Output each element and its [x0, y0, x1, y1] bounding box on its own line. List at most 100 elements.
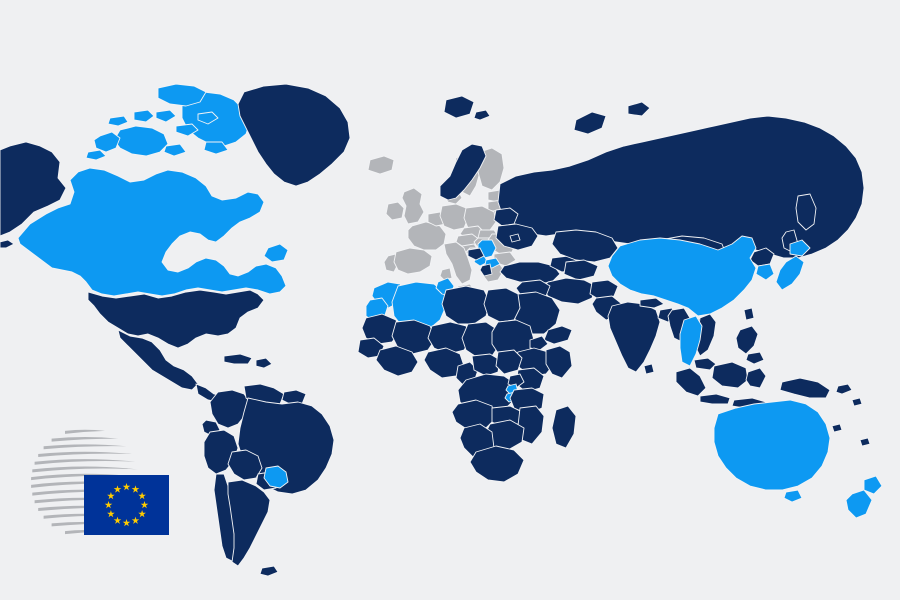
country-australia [713, 399, 831, 491]
country-italy [443, 241, 473, 285]
country-algeria [391, 281, 447, 333]
region-svalbard-islet [473, 109, 491, 121]
country-java [699, 393, 731, 405]
country-mauritania [361, 313, 401, 345]
globe-stripe [65, 429, 105, 434]
country-malaysia [693, 357, 717, 371]
region-arctic-islet-4 [175, 123, 199, 137]
country-bolivia [227, 449, 263, 481]
flag-stars [104, 483, 149, 527]
country-philippines [735, 325, 759, 355]
region-arctic-islet-6 [85, 149, 107, 161]
country-spain [393, 247, 433, 275]
flag-star-icon [138, 510, 146, 518]
country-france [407, 221, 447, 251]
flag-star-icon [122, 483, 131, 491]
country-madagascar [551, 405, 577, 449]
country-new-zealand-north [863, 475, 883, 495]
flag-star-icon [113, 485, 122, 493]
country-somalia [545, 345, 573, 379]
globe-stripe [38, 451, 132, 457]
region-tasmania [783, 489, 803, 503]
flag-star-icon [138, 492, 146, 500]
region-newfoundland [263, 243, 289, 263]
region-victoria-island [113, 125, 169, 157]
country-united-states [87, 289, 265, 349]
globe-stripe [32, 466, 138, 473]
country-egypt [483, 287, 521, 323]
country-libya [441, 285, 491, 325]
country-uruguay [263, 465, 289, 489]
country-south-africa [469, 445, 525, 483]
country-new-zealand-south [845, 489, 873, 519]
country-thailand [679, 315, 703, 367]
council-of-the-eu-logo [28, 420, 173, 548]
country-united-states-alaska [0, 141, 67, 237]
country-nepal-bhutan [639, 297, 665, 309]
country-japan [775, 255, 805, 291]
region-falkland-islands [259, 565, 279, 577]
country-united-kingdom [401, 187, 425, 225]
region-severnaya-zemlya [627, 101, 651, 117]
country-guianas [281, 389, 307, 405]
flag-star-icon [122, 519, 131, 527]
region-west-africa-coast [375, 345, 419, 377]
country-uganda [507, 373, 525, 389]
flag-star-icon [107, 510, 115, 518]
country-car [471, 353, 501, 377]
country-taiwan [743, 307, 755, 321]
country-afghanistan [589, 279, 619, 301]
region-caribbean-islets [255, 357, 273, 369]
region-banks-island [93, 131, 121, 153]
region-novaya-zemlya [573, 111, 607, 135]
globe-stripe [43, 444, 127, 450]
country-brazil [237, 397, 335, 495]
region-kamchatka [795, 193, 817, 231]
european-union-flag [84, 475, 169, 535]
country-kazakhstan [551, 229, 619, 263]
country-sri-lanka [643, 363, 655, 375]
region-pacific-islet-4 [859, 437, 871, 447]
region-caribbean-islands [223, 353, 253, 365]
country-united-states-aleutians [0, 239, 15, 249]
flag-star-icon [107, 492, 115, 500]
country-borneo [711, 361, 749, 389]
country-sumatra [675, 367, 707, 397]
region-pacific-islet-2 [831, 423, 843, 433]
flag-star-icon [113, 516, 122, 524]
region-pacific-islands [835, 383, 853, 395]
country-iceland [367, 155, 395, 175]
flag-star-icon [131, 485, 140, 493]
country-mexico [117, 329, 199, 391]
region-pacific-islet-1 [851, 397, 863, 407]
country-colombia [209, 389, 251, 429]
country-south-korea [755, 263, 775, 281]
country-sulawesi [745, 367, 767, 389]
region-arctic-islet-7 [163, 143, 187, 157]
globe-stripe [51, 437, 119, 442]
country-mali [391, 319, 437, 355]
country-norway [439, 143, 487, 201]
region-ellesmere-island [157, 83, 207, 107]
country-greenland [237, 83, 351, 187]
country-japan-hokkaido [789, 239, 811, 257]
globe-stripe [34, 459, 136, 465]
country-bosnia-and-herzegovina [467, 247, 485, 261]
flag-star-icon [131, 516, 140, 524]
country-eritrea-djibouti [529, 335, 549, 351]
region-arctic-islet-2 [155, 109, 177, 123]
country-ireland [385, 201, 405, 221]
country-sardinia [439, 267, 453, 281]
country-albania [479, 263, 493, 277]
region-arctic-islet-5 [197, 111, 219, 125]
region-arctic-islet-1 [133, 109, 155, 123]
country-uzbekistan-turkmenistan [563, 259, 599, 281]
flag-star-icon [104, 501, 113, 509]
country-canada [17, 167, 287, 297]
country-niger [427, 321, 473, 355]
country-papua-new-guinea [779, 377, 831, 399]
country-philippines-south [745, 351, 765, 365]
region-arctic-islet-8 [203, 141, 229, 155]
flag-star-icon [140, 501, 149, 509]
